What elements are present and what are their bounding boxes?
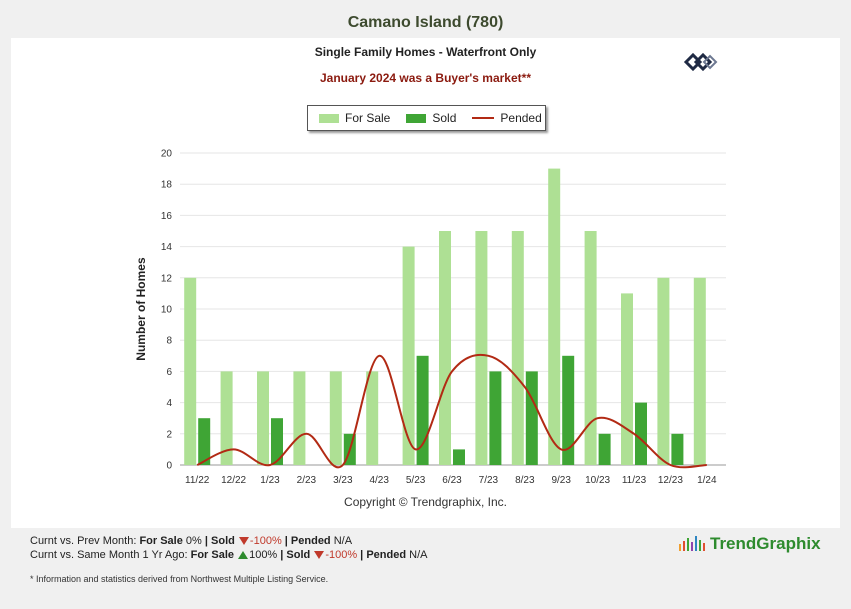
stats-prefix: Curnt vs. Same Month 1 Yr Ago: bbox=[30, 549, 191, 561]
stat-separator: | bbox=[357, 549, 367, 561]
market-status: January 2024 was a Buyer's market** bbox=[320, 71, 531, 85]
bar-for-sale bbox=[220, 371, 233, 465]
y-tick-label: 18 bbox=[161, 180, 173, 191]
bar-for-sale bbox=[329, 371, 342, 465]
stat-label: Sold bbox=[211, 535, 235, 547]
x-tick-label: 6/23 bbox=[442, 475, 462, 486]
brand-name: TrendGraphix bbox=[710, 534, 821, 553]
bar-for-sale bbox=[548, 168, 561, 465]
bar-for-sale bbox=[402, 246, 415, 465]
bar-sold bbox=[525, 371, 538, 465]
bar-sold bbox=[489, 371, 502, 465]
bar-sold bbox=[271, 418, 283, 465]
y-axis-label: Number of Homes bbox=[134, 257, 148, 361]
stat-value: -100% bbox=[249, 535, 282, 547]
down-arrow-icon bbox=[238, 537, 249, 546]
page-title: Camano Island (780) bbox=[347, 14, 504, 31]
bar-for-sale bbox=[366, 371, 379, 465]
copyright-text: Copyright © Trendgraphix, Inc. bbox=[344, 495, 507, 509]
y-tick-label: 16 bbox=[161, 211, 173, 222]
bar-graph-icon bbox=[679, 536, 705, 551]
bar-for-sale bbox=[511, 231, 524, 465]
x-tick-label: 3/23 bbox=[333, 475, 353, 486]
stat-value: N/A bbox=[330, 535, 353, 547]
brokerage-logo-icon bbox=[684, 52, 718, 72]
stat-separator: | bbox=[201, 535, 212, 547]
stats-year-ago: Curnt vs. Same Month 1 Yr Ago: For Sale … bbox=[30, 549, 427, 561]
stat-label: Pended bbox=[366, 549, 407, 561]
for-sale-swatch bbox=[319, 113, 339, 123]
y-tick-label: 10 bbox=[161, 305, 173, 316]
x-tick-label: 2/23 bbox=[297, 475, 317, 486]
line-pended bbox=[196, 353, 707, 469]
y-tick-label: 2 bbox=[166, 429, 172, 440]
chart-subtitle: Single Family Homes - Waterfront Only bbox=[314, 45, 537, 59]
stats-prev-month: Curnt vs. Prev Month: For Sale 0% | Sold… bbox=[30, 535, 352, 547]
y-tick-label: 20 bbox=[161, 149, 173, 160]
stat-label: Sold bbox=[286, 549, 311, 561]
chart-legend: For Sale Sold Pended bbox=[307, 105, 546, 131]
legend-label-for-sale: For Sale bbox=[345, 111, 391, 125]
x-tick-label: 8/23 bbox=[515, 475, 535, 486]
bar-sold bbox=[562, 355, 575, 465]
pended-swatch bbox=[472, 117, 495, 119]
x-tick-label: 11/22 bbox=[185, 475, 210, 486]
bar-for-sale bbox=[293, 371, 306, 465]
bar-for-sale bbox=[657, 277, 670, 465]
legend-label-sold: Sold bbox=[432, 111, 457, 125]
y-tick-label: 6 bbox=[166, 367, 172, 378]
x-tick-label: 9/23 bbox=[551, 475, 571, 486]
stat-label: For Sale bbox=[139, 535, 183, 547]
bar-for-sale bbox=[693, 277, 706, 465]
trendgraphix-logo: TrendGraphix bbox=[679, 534, 821, 554]
y-tick-label: 4 bbox=[166, 398, 172, 409]
stat-value: -100% bbox=[325, 549, 358, 561]
x-tick-label: 4/23 bbox=[369, 475, 389, 486]
stat-value: 100% bbox=[249, 549, 278, 561]
y-tick-label: 12 bbox=[161, 273, 173, 284]
bar-for-sale bbox=[584, 231, 597, 465]
stat-value: 0% bbox=[182, 535, 202, 547]
legend-item-sold: Sold bbox=[406, 111, 456, 125]
stat-label: For Sale bbox=[190, 549, 235, 561]
x-tick-label: 1/23 bbox=[260, 475, 280, 486]
y-tick-label: 14 bbox=[161, 242, 173, 253]
bar-sold bbox=[453, 449, 465, 465]
stat-value: N/A bbox=[406, 549, 428, 561]
x-tick-label: 1/24 bbox=[697, 475, 717, 486]
bar-for-sale bbox=[439, 231, 451, 465]
x-tick-label: 7/23 bbox=[479, 475, 499, 486]
bar-for-sale bbox=[475, 231, 488, 465]
y-tick-label: 8 bbox=[166, 336, 172, 347]
legend-item-for-sale: For Sale bbox=[319, 111, 390, 125]
stat-separator: | bbox=[281, 535, 291, 547]
x-tick-label: 10/23 bbox=[585, 475, 610, 486]
legend-label-pended: Pended bbox=[500, 111, 542, 125]
down-arrow-icon bbox=[314, 551, 325, 560]
bar-for-sale bbox=[257, 371, 269, 465]
x-tick-label: 11/23 bbox=[622, 475, 647, 486]
bar-for-sale bbox=[184, 277, 197, 465]
y-tick-label: 0 bbox=[166, 461, 172, 472]
bar-sold bbox=[598, 433, 611, 465]
legend-item-pended: Pended bbox=[472, 111, 542, 125]
x-tick-label: 12/22 bbox=[221, 475, 246, 486]
stats-prefix: Curnt vs. Prev Month: bbox=[30, 535, 140, 547]
footnote: * Information and statistics derived fro… bbox=[30, 574, 329, 584]
bar-sold bbox=[635, 402, 647, 465]
x-tick-label: 12/23 bbox=[658, 475, 683, 486]
up-arrow-icon bbox=[238, 551, 249, 560]
bar-sold bbox=[198, 418, 211, 465]
sold-swatch bbox=[406, 113, 427, 123]
bar-sold bbox=[671, 433, 684, 465]
stat-separator: | bbox=[277, 549, 287, 561]
stat-label: Pended bbox=[290, 535, 331, 547]
bar-for-sale bbox=[621, 293, 633, 465]
x-tick-label: 5/23 bbox=[406, 475, 426, 486]
